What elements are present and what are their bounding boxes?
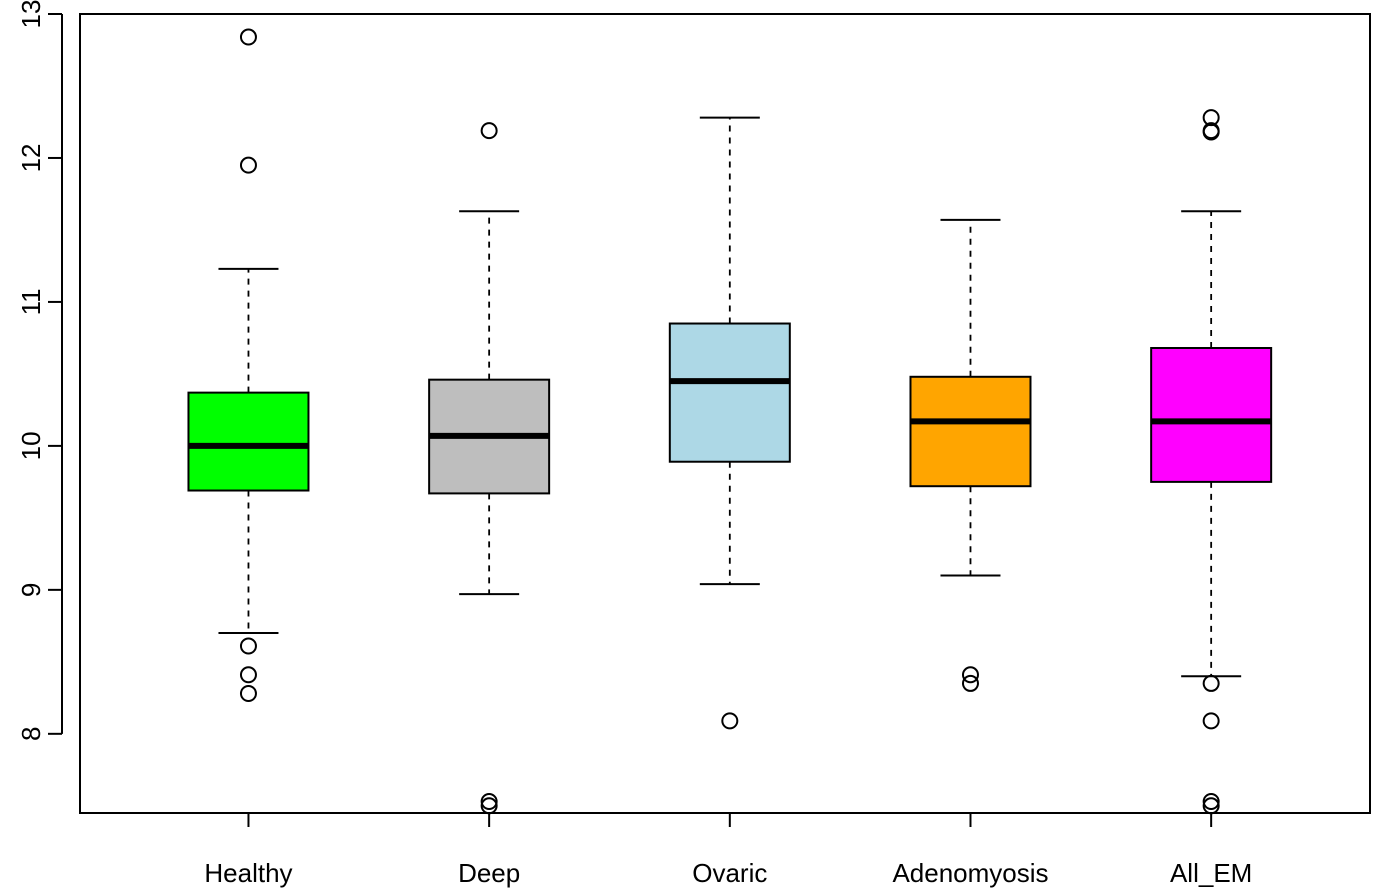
box-series [187, 28, 1273, 815]
x-tick-label: Deep [458, 858, 520, 888]
outlier-point [239, 666, 257, 684]
x-tick-label: Adenomyosis [892, 858, 1048, 888]
iqr-box [668, 322, 791, 463]
box-adenomyosis [909, 218, 1032, 692]
outlier-point [239, 637, 257, 655]
y-tick-label: 12 [16, 144, 46, 173]
iqr-box [187, 391, 310, 492]
y-tick-label: 9 [16, 583, 46, 597]
x-tick-label: All_EM [1170, 858, 1252, 888]
plot-frame [79, 13, 1371, 814]
outlier-point [1202, 674, 1220, 692]
y-tick-label: 10 [16, 431, 46, 460]
iqr-box [1150, 346, 1273, 483]
y-tick-label: 8 [16, 727, 46, 741]
outlier-point [1202, 123, 1220, 141]
outlier-point [480, 792, 498, 810]
outlier-point [1202, 712, 1220, 730]
box-all-em [1150, 109, 1273, 815]
y-axis: 8 9 10 11 12 13 [16, 0, 63, 741]
box-deep [428, 122, 551, 815]
x-tick-label: Healthy [204, 858, 292, 888]
y-tick-label: 13 [16, 0, 46, 28]
outlier-point [480, 797, 498, 815]
outlier-point [239, 28, 257, 46]
x-axis: Healthy Deep Ovaric Adenomyosis All_EM [204, 813, 1252, 888]
box-healthy [187, 28, 310, 703]
outlier-point [239, 685, 257, 703]
y-tick-label: 11 [16, 288, 46, 315]
iqr-box [909, 375, 1032, 488]
outlier-point [721, 712, 739, 730]
outlier-point [961, 674, 979, 692]
box-ovaric [668, 116, 791, 730]
outlier-point [480, 122, 498, 140]
outlier-point [961, 666, 979, 684]
outlier-point [1202, 797, 1220, 815]
outlier-point [1202, 792, 1220, 810]
outlier-point [239, 156, 257, 174]
x-tick-label: Ovaric [692, 858, 767, 888]
